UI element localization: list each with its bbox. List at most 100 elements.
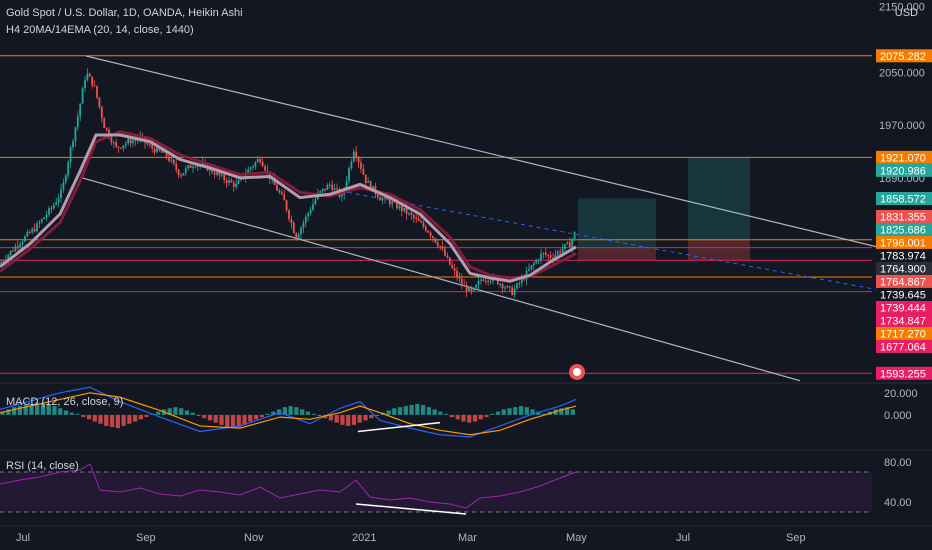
candle-body [427, 230, 430, 233]
candle-body [216, 172, 218, 175]
macd-bar [17, 406, 23, 415]
candle-body [496, 278, 499, 285]
macd-bar [35, 402, 40, 415]
time-tick-label: Sep [786, 532, 806, 544]
macd-bar [248, 414, 253, 422]
macd-bar [225, 414, 230, 428]
candle-body [278, 190, 281, 193]
macd-bar [340, 414, 345, 425]
candle-body [72, 141, 74, 148]
candle-body [259, 159, 262, 162]
candle-body [307, 213, 310, 217]
candle-body [566, 242, 569, 245]
macd-bar [236, 414, 241, 428]
candle-body [192, 166, 194, 168]
candle-body [16, 246, 19, 248]
candle-body [100, 107, 103, 119]
candle-body [436, 242, 439, 247]
candle-body [45, 214, 48, 218]
candle-body [105, 127, 108, 130]
candle-body [129, 138, 132, 144]
candle-body [132, 140, 134, 144]
candle-body [21, 241, 24, 245]
candle-body [477, 280, 480, 285]
candle-body [571, 239, 574, 248]
macd-bar [265, 413, 270, 415]
macd-bar [386, 410, 391, 415]
macd-bar [12, 407, 17, 415]
candle-body [26, 231, 29, 237]
macd-bar [559, 408, 564, 415]
macd-bar [86, 414, 92, 420]
macd-bar [167, 408, 172, 415]
rsi-tick-label: 40.00 [884, 497, 912, 509]
candle-body [460, 278, 463, 285]
macd-bar [115, 414, 120, 429]
candle-body [172, 159, 175, 164]
candle-body [350, 161, 353, 169]
candle-body [184, 168, 187, 173]
candle-body [564, 244, 566, 249]
candle-body [223, 174, 226, 181]
candle-body [475, 284, 478, 288]
macd-bar [230, 414, 236, 429]
candle-body [328, 184, 331, 186]
candle-body [228, 180, 230, 183]
candle-body [148, 144, 151, 146]
candle-body [331, 184, 334, 191]
price-tag-bg [876, 274, 932, 288]
price-tag-bg [876, 339, 932, 353]
candle-body [506, 286, 509, 288]
candle-body [417, 218, 420, 222]
price-tick-label: 2050.000 [879, 67, 925, 79]
candle-body [532, 263, 535, 266]
macd-bar [403, 406, 408, 415]
price-tag-bg [876, 163, 932, 177]
price-tag: 1920.986 [880, 165, 926, 177]
candle-body [340, 194, 343, 197]
candle-body [180, 175, 182, 177]
candle-body [448, 257, 451, 265]
macd-bar [121, 414, 126, 426]
macd-bar [288, 406, 293, 415]
time-tick-label: Sep [136, 532, 156, 544]
macd-histogram [0, 402, 575, 429]
candle-body [355, 151, 358, 158]
candle-body [367, 181, 370, 183]
currency-label: USD [894, 7, 918, 19]
macd-bar [276, 409, 282, 415]
macd-bar [202, 414, 207, 419]
candle-body [441, 246, 444, 249]
candle-body [300, 227, 302, 235]
macd-bar [328, 414, 334, 421]
candle-body [312, 204, 314, 211]
macd-bar [478, 414, 483, 420]
candle-body [24, 236, 26, 242]
candle-body [175, 163, 178, 170]
candle-body [28, 231, 31, 233]
candle-body [556, 251, 559, 255]
channel-line [81, 177, 801, 382]
candle-body [530, 265, 533, 270]
price-tag-bg [876, 366, 932, 380]
price-tag: 1593.255 [880, 368, 926, 380]
candle-body [412, 215, 415, 218]
macd-bar [138, 414, 143, 420]
price-tag: 1921.070 [880, 152, 926, 164]
macd-bar [507, 408, 512, 415]
candle-body [540, 253, 542, 261]
price-tag: 1764.900 [880, 263, 926, 275]
macd-bar [127, 414, 132, 424]
candle-body [60, 189, 62, 199]
candle-body [487, 280, 490, 282]
candle-body [444, 248, 446, 256]
candle-body [410, 212, 413, 216]
macd-bar [513, 407, 518, 415]
candle-body [19, 244, 22, 247]
macd-bar [530, 409, 535, 415]
candle-body [256, 159, 259, 163]
candle-body [345, 180, 348, 190]
candle-body [400, 205, 403, 211]
candle-body [189, 165, 192, 168]
